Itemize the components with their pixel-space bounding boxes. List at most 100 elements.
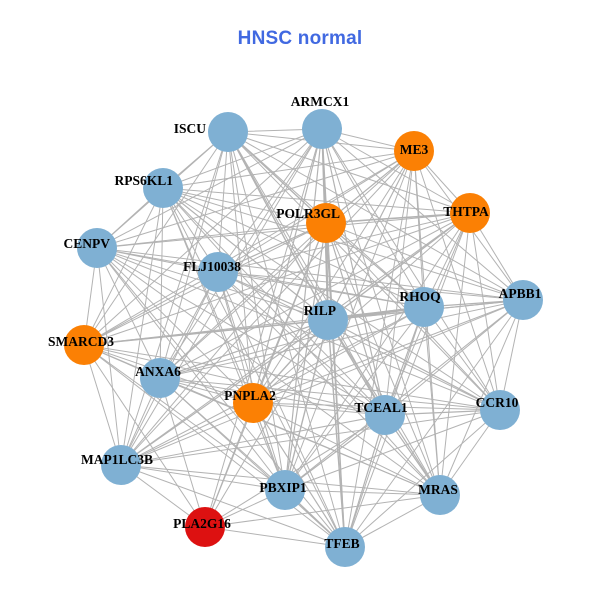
network-node-map1lc3b[interactable]: MAP1LC3B [81,445,153,485]
network-edge [204,402,254,528]
network-edge [321,128,501,411]
network-edge [204,414,386,528]
network-edge [204,128,323,528]
node-circle[interactable] [306,203,346,243]
network-node-pbxip1[interactable]: PBXIP1 [259,470,307,510]
node-layer: ISCU ARMCX1 ME3 RPS6KL1 THTPA POLR3GL CENPV FLJ… [48,94,543,567]
network-edge [217,271,286,491]
node-circle[interactable] [404,287,444,327]
network-node-anxa6[interactable]: ANXA6 [135,358,181,398]
network-node-pnpla2[interactable]: PNPLA2 [224,383,276,423]
page-title: HNSC normal [237,28,363,49]
network-edge [284,212,471,491]
node-label: ISCU [174,121,207,136]
network-edge [159,299,524,379]
node-label: SMARCD3 [48,334,114,349]
network-edge [252,402,346,548]
node-circle[interactable] [325,527,365,567]
network-edge [284,306,425,491]
node-circle[interactable] [198,252,238,292]
network-edge [162,187,329,321]
node-circle[interactable] [140,358,180,398]
node-label: TCEAL1 [354,400,408,415]
network-edge [83,344,386,416]
network-node-rilp[interactable]: RILP [304,300,348,340]
network-edge [83,344,501,411]
node-circle[interactable] [450,193,490,233]
node-circle[interactable] [185,507,225,547]
node-circle[interactable] [101,445,141,485]
network-edge [96,247,122,466]
network-edge [423,306,501,411]
network-edge [159,306,425,379]
network-node-pla2g16[interactable]: PLA2G16 [173,507,231,547]
node-circle[interactable] [365,395,405,435]
network-node-thtpa[interactable]: THTPA [443,193,490,233]
network-edge [83,212,471,346]
network-edge [96,222,327,249]
node-label: TFEB [324,536,359,551]
node-label: ARMCX1 [291,94,350,109]
network-edge [159,377,206,528]
network-edge [162,187,346,548]
network-edge [325,222,425,308]
network-node-cenpv[interactable]: CENPV [64,228,118,268]
network-edge [204,494,441,528]
network-node-tfeb[interactable]: TFEB [324,527,365,567]
node-circle[interactable] [77,228,117,268]
network-edge [83,344,206,528]
network-edge [96,212,471,249]
network-edge [217,131,229,273]
node-circle[interactable] [143,168,183,208]
network-edge [217,271,254,404]
network-node-rhoq[interactable]: RHOQ [399,287,444,327]
network-edge [120,409,501,466]
node-circle[interactable] [420,475,460,515]
network-edge [252,128,323,404]
node-circle[interactable] [265,470,305,510]
network-edge [325,222,386,416]
network-edge [162,187,386,416]
network-edge [83,128,323,346]
network-edge [344,409,501,548]
network-node-armcx1[interactable]: ARMCX1 [291,94,350,149]
network-edge [83,306,425,346]
node-label: PLA2G16 [173,516,231,531]
network-edge [162,187,441,496]
node-circle[interactable] [394,131,434,171]
network-node-mras[interactable]: MRAS [418,475,460,515]
network-edge [159,150,415,379]
node-circle[interactable] [302,109,342,149]
network-node-me3[interactable]: ME3 [394,131,434,171]
node-circle[interactable] [64,325,104,365]
network-node-apbb1[interactable]: APBB1 [499,280,543,320]
network-edge [204,526,346,548]
network-edge [96,247,286,491]
node-circle[interactable] [503,280,543,320]
node-circle[interactable] [308,300,348,340]
network-edge [83,299,524,346]
network-node-flj10038[interactable]: FLJ10038 [183,252,241,292]
network-edge [469,212,501,411]
node-label: POLR3GL [276,206,340,221]
network-edge [227,131,501,411]
network-node-ccr10[interactable]: CCR10 [476,390,520,430]
network-edge [83,344,122,466]
network-node-rps6kl1[interactable]: RPS6KL1 [114,168,183,208]
network-edge [321,128,425,308]
node-label: RPS6KL1 [114,173,173,188]
node-circle[interactable] [208,112,248,152]
network-node-smarcd3[interactable]: SMARCD3 [48,325,114,365]
network-edge [83,271,219,346]
node-circle[interactable] [480,390,520,430]
network-edge [252,402,386,416]
network-edge [159,271,219,379]
network-node-tceal1[interactable]: TCEAL1 [354,395,408,435]
network-edge [344,212,471,548]
network-edge [227,131,346,548]
network-edge [96,247,161,379]
node-circle[interactable] [233,383,273,423]
network-node-polr3gl[interactable]: POLR3GL [276,203,346,243]
network-node-iscu[interactable]: ISCU [174,112,248,152]
